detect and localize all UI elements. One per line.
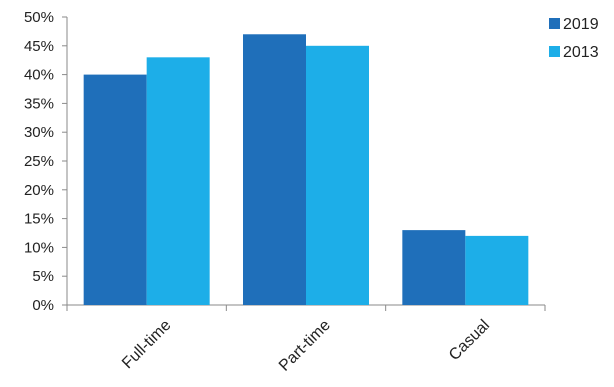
y-tick-label: 30% [24,124,54,141]
y-tick-label: 45% [24,38,54,55]
y-tick-label: 35% [24,95,54,112]
y-tick-label: 10% [24,239,54,256]
legend-swatch-2019 [549,18,560,29]
legend-label: 2019 [563,16,599,33]
y-tick-label: 50% [24,9,54,26]
y-tick-label: 20% [24,182,54,199]
bar-2013-casual [465,235,529,305]
y-tick-label: 25% [24,153,54,170]
bar-2019-casual [402,230,466,305]
legend-label: 2013 [563,44,599,61]
legend-swatch-2013 [549,46,560,57]
y-tick-label: 40% [24,67,54,84]
x-category-label: Casual [446,317,493,364]
y-tick-label: 5% [32,268,54,285]
bar-2013-full-time [146,57,210,305]
y-tick-label: 0% [32,297,54,314]
x-category-label: Part-time [276,317,334,375]
bar-2019-full-time [83,74,147,305]
y-tick-label: 15% [24,211,54,228]
bar-2013-part-time [306,45,369,306]
bar-2019-part-time [243,34,306,305]
x-category-label: Full-time [119,317,174,372]
